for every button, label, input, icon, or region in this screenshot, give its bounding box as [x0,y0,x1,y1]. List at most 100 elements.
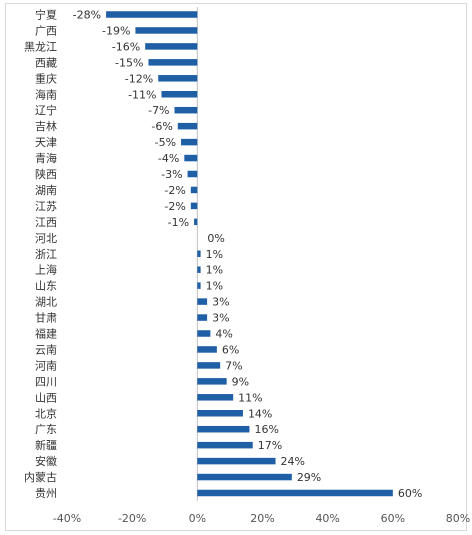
category-label: 山东 [35,280,57,293]
bar [158,75,198,82]
value-label: 14% [248,407,272,420]
category-label: 西藏 [35,56,57,69]
bar [177,122,198,130]
category-label: 黑龙江 [24,40,57,53]
value-label: -15% [115,56,143,69]
bars-layer [106,11,393,497]
bar [197,473,292,481]
bar [197,330,211,337]
value-label: 60% [398,487,422,500]
value-label: 4% [215,328,232,341]
category-label: 陕西 [35,167,57,181]
bar [197,425,250,433]
category-label: 江苏 [35,200,57,213]
x-tick-label: -40% [53,512,81,525]
value-label: 3% [212,312,229,325]
x-tick-label: 80% [446,512,470,525]
value-label: 0% [207,232,224,245]
category-label: 吉林 [35,119,57,133]
value-label: 6% [222,343,239,356]
value-label: 16% [254,423,278,436]
bar [184,154,198,162]
value-label: 1% [206,264,223,277]
category-label: 新疆 [35,438,57,452]
value-label: -1% [168,216,189,229]
x-tick-label: -20% [118,512,146,525]
category-label: 江西 [35,216,57,229]
value-label: -3% [161,168,182,181]
category-label: 安徽 [35,454,57,468]
category-label: 甘肃 [35,312,57,325]
labels-layer: 宁夏 -28% 广西 -19% 黑龙江 -16% 西藏 -15% 重庆 -12% 海南 -11% 辽宁 -… [24,8,422,501]
value-label: -28% [73,9,101,22]
value-label: -16% [112,40,140,53]
bar [197,362,221,369]
x-tick-label: 60% [381,512,405,525]
value-label: -2% [164,184,185,197]
bar [197,282,201,289]
bar [197,266,201,273]
value-label: 7% [225,359,242,372]
value-label: -7% [148,104,169,117]
category-label: 云南 [35,343,57,356]
x-tick-label: 0% [189,512,206,525]
category-label: 天津 [35,136,57,149]
category-label: 辽宁 [35,103,57,117]
bar [197,410,243,417]
category-label: 广东 [35,423,57,436]
value-label: -6% [151,120,172,133]
chart-border [5,3,467,531]
value-label: 1% [206,280,223,293]
bar [106,11,198,18]
category-label: 山西 [35,391,57,404]
value-label: -19% [102,24,130,37]
category-label: 湖南 [35,184,57,197]
bar [174,106,198,114]
category-label: 北京 [35,406,57,420]
bar [197,441,253,449]
value-label: 1% [206,248,223,261]
category-label: 海南 [35,87,57,101]
bar [197,457,276,465]
category-label: 福建 [35,327,57,341]
bar [181,138,198,146]
category-label: 河北 [35,232,57,245]
value-label: 11% [238,391,262,404]
category-label: 青海 [35,151,57,165]
category-label: 内蒙古 [24,470,57,484]
value-label: 24% [281,455,305,468]
x-tick-label: 20% [250,512,274,525]
bar [197,298,208,305]
bar [197,378,227,385]
bar [187,170,198,178]
x-tick-label: 40% [315,512,339,525]
value-label: -2% [164,200,185,213]
category-label: 浙江 [35,248,57,261]
bar [197,314,208,321]
ticks-layer: -40% -20% 0% 20% 40% 60% 80% [53,512,470,525]
value-label: -4% [158,152,179,165]
value-label: 17% [258,439,282,452]
category-label: 河南 [35,359,57,372]
bar [190,186,198,194]
value-label: -11% [128,88,156,101]
value-label: -5% [155,136,176,149]
bar [145,43,198,50]
bar [197,394,234,401]
category-label: 贵州 [35,487,57,500]
bar [197,489,393,497]
value-label: 3% [212,296,229,309]
bar [161,91,198,98]
category-label: 四川 [35,375,57,388]
bar [194,218,198,226]
value-label: -12% [125,72,153,85]
value-label: 9% [232,375,249,388]
bar [197,346,217,353]
bar [190,202,198,210]
category-label: 广西 [35,24,57,37]
category-label: 重庆 [35,71,57,85]
value-label: 29% [297,471,321,484]
bar [197,250,201,257]
